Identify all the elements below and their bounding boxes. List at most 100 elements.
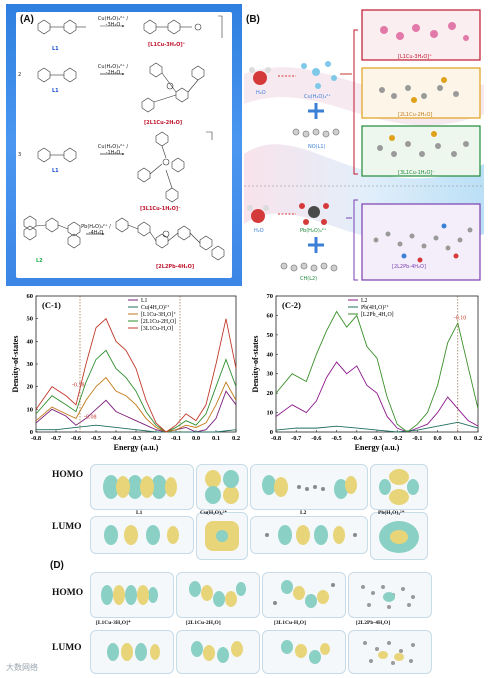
c2-xtick-label: -0.1 xyxy=(412,435,422,442)
ligand-label-row4: L2 xyxy=(36,258,43,264)
condition-row1: Cu(H₂O)₄²⁺ / -3H₂O xyxy=(97,16,129,28)
homo-label-bottom: HOMO xyxy=(52,588,84,598)
c2-y-axis-label: Density-of-states xyxy=(251,336,260,393)
c2-series-line-3 xyxy=(275,310,479,433)
condition-row4: Pb(H₂O)₄²⁺ / -4H₂O xyxy=(81,224,111,236)
condition-row3: Cu(H₂O)₄²⁺ / -1H₂O xyxy=(97,144,129,156)
c2-series-line-2 xyxy=(275,421,479,433)
c2-xtick-label: -0.2 xyxy=(392,435,402,442)
c2-ytick-label: 70 xyxy=(267,293,274,300)
orbital-homo-l2 xyxy=(250,464,368,510)
c2-ytick-label: 10 xyxy=(267,410,274,417)
c2-series-line-1 xyxy=(275,361,479,433)
product-box-3-label: [3L1Cu-1H₂O]⁻ xyxy=(398,170,436,176)
caption-complex-2: [2L1Cu-2H₂O] xyxy=(186,620,221,626)
dos-chart-c2: -0.8 -0.7 -0.6 -0.5 -0.4 -0.3 -0.2 -0.1 0.0 0.1 0.… xyxy=(250,290,484,456)
c2-ytick-label: 50 xyxy=(267,332,274,339)
c1-ytick-label: 60 xyxy=(27,293,34,300)
c1-series-line-1 xyxy=(35,390,237,433)
c1-legend-entry-5: [3L1Cu-H₂O] xyxy=(141,326,173,332)
c2-xtick-label: 0.1 xyxy=(454,435,462,442)
condition-row2: Cu(H₂O)₄²⁺ / -2H₂O xyxy=(97,64,129,76)
orbital-lumo-complex-1 xyxy=(90,630,174,674)
panel-a: (A) L1 Cu(H₂O)₄²⁺ / -3H₂O [L1Cu-3H₂O]⁺ 2… xyxy=(6,4,242,286)
panel-d-tag: (D) xyxy=(50,560,64,571)
panel-b-graphic xyxy=(244,9,484,281)
c1-annotation-1: -0.58 xyxy=(72,383,85,389)
watermark-text: 大数网络 xyxy=(6,663,38,672)
reaction-row-3 xyxy=(37,131,185,203)
lumo-label-bottom: LUMO xyxy=(52,643,82,653)
c1-xtick-label: -0.3 xyxy=(131,435,142,442)
c1-ytick-label: 20 xyxy=(27,384,34,391)
panel-a-tag: (A) xyxy=(20,14,34,25)
water-label-top: H₂O xyxy=(256,90,266,96)
c1-series-line-5 xyxy=(35,317,237,433)
product-row4: [2L2Pb-4H₂O] xyxy=(156,264,195,270)
orbital-homo-cu xyxy=(196,464,248,510)
c1-series-line-4 xyxy=(35,349,237,433)
c1-legend-entry-4: [2L1Cu-2H₂O] xyxy=(141,319,176,325)
panel-b: (B) H₂O H₂O Cu(H₂O)₄²⁺ Pb(H₂O)₄²⁺ NO(L1)… xyxy=(244,4,484,288)
caption-cu: Cu(H₂O)₄²⁺ xyxy=(200,510,228,516)
orbital-lumo-complex-3 xyxy=(262,630,346,674)
c2-xtick-label: -0.6 xyxy=(311,435,322,442)
orbital-lumo-cu xyxy=(196,512,248,560)
cu-complex-label: Cu(H₂O)₄²⁺ xyxy=(304,94,331,100)
c1-xtick-label: -0.2 xyxy=(151,435,161,442)
c2-xtick-label: 0.2 xyxy=(474,435,482,442)
ligand-label-row2: L1 xyxy=(52,88,59,94)
c1-xtick-label: -0.4 xyxy=(111,435,122,442)
orbital-lumo-complex-4 xyxy=(348,630,432,674)
c2-x-axis-label: Energy (a.u.) xyxy=(355,443,400,452)
c2-xtick-label: -0.5 xyxy=(331,435,342,442)
product-box-1-label: [L1Cu-3H₂O]⁺ xyxy=(398,54,432,60)
l1-ligand-label: NO(L1) xyxy=(308,144,326,150)
c1-legend-entry-1: L1 xyxy=(141,298,148,304)
c2-ytick-label: 60 xyxy=(267,312,274,319)
reaction-row-4 xyxy=(23,215,225,261)
orbital-homo-complex-1 xyxy=(90,572,174,618)
prefix-row3: 3 xyxy=(18,152,22,158)
c2-legend-entry-3: [L2Pb_4H₂O] xyxy=(361,312,394,318)
c2-xtick-label: 0.0 xyxy=(434,435,442,442)
orbital-homo-pb xyxy=(370,464,428,510)
c2-ytick-label: 20 xyxy=(267,390,274,397)
c1-series-line-2 xyxy=(36,424,237,433)
c1-ytick-label: 10 xyxy=(27,406,34,413)
orbital-homo-complex-3 xyxy=(262,572,346,618)
product-row2: [2L1Cu-2H₂O] xyxy=(144,120,183,126)
ligand-label-row3: L1 xyxy=(52,168,59,174)
c1-annotation-2: -0.08 xyxy=(84,414,97,420)
orbital-homo-l1 xyxy=(90,464,194,510)
c2-ytick-label: 0 xyxy=(270,429,273,436)
caption-pb: Pb(H₂O)₄²⁺ xyxy=(378,510,405,516)
c1-xtick-label: -0.7 xyxy=(51,435,62,442)
c1-xtick-label: -0.5 xyxy=(91,435,102,442)
c2-annotation-1: -0.10 xyxy=(454,315,467,321)
c1-xtick-label: -0.6 xyxy=(71,435,82,442)
ligand-label-row1: L1 xyxy=(52,46,59,52)
c2-ytick-label: 30 xyxy=(267,371,274,378)
c2-ytick-label: 40 xyxy=(267,351,274,358)
caption-l1: L1 xyxy=(136,510,143,516)
c1-ytick-label: 30 xyxy=(27,361,34,368)
c1-xtick-label: 0.0 xyxy=(192,435,200,442)
l2-ligand-label: CH(L2) xyxy=(300,276,318,282)
c1-xtick-label: 0.1 xyxy=(212,435,220,442)
c2-xtick-label: -0.4 xyxy=(352,435,363,442)
c2-xtick-label: -0.3 xyxy=(372,435,383,442)
panel-b-tag: (B) xyxy=(246,14,260,25)
c1-xtick-label: -0.1 xyxy=(171,435,181,442)
reaction-row-1 xyxy=(37,19,202,35)
product-box-2-label: [2L1Cu-2H₂O] xyxy=(398,112,433,118)
caption-complex-3: [3L1Cu-H₂O] xyxy=(274,620,306,626)
orbital-lumo-l1 xyxy=(90,516,194,554)
lumo-label-top: LUMO xyxy=(52,522,82,532)
c2-xtick-label: -0.7 xyxy=(291,435,302,442)
caption-complex-1: [L1Cu-3H₂O]⁺ xyxy=(96,620,131,626)
orbital-lumo-pb xyxy=(370,512,428,560)
c1-xtick-label: 0.2 xyxy=(232,435,240,442)
product-row1: [L1Cu-3H₂O]⁺ xyxy=(148,42,186,48)
homo-label-top: HOMO xyxy=(52,470,84,480)
